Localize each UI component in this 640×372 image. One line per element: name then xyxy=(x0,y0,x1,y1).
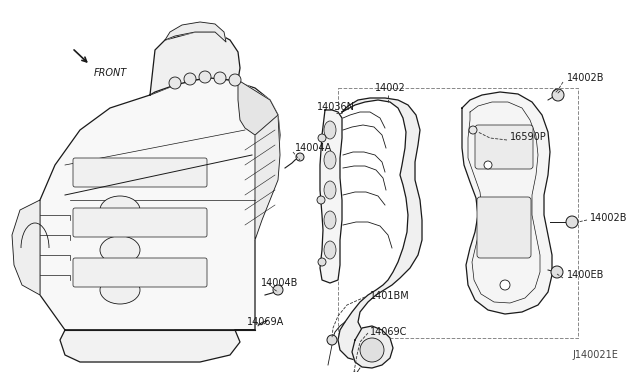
Circle shape xyxy=(484,161,492,169)
Circle shape xyxy=(273,285,283,295)
Text: 14002B: 14002B xyxy=(590,213,627,223)
Ellipse shape xyxy=(100,196,140,224)
Circle shape xyxy=(551,266,563,278)
Polygon shape xyxy=(238,80,278,135)
Polygon shape xyxy=(150,32,240,95)
Circle shape xyxy=(184,73,196,85)
Ellipse shape xyxy=(324,241,336,259)
FancyBboxPatch shape xyxy=(73,158,207,187)
Text: 14069C: 14069C xyxy=(370,327,408,337)
Text: FRONT: FRONT xyxy=(94,68,127,78)
Ellipse shape xyxy=(324,211,336,229)
FancyBboxPatch shape xyxy=(73,208,207,237)
Polygon shape xyxy=(338,98,422,360)
Circle shape xyxy=(360,338,384,362)
Text: 14004A: 14004A xyxy=(295,143,332,153)
Circle shape xyxy=(566,216,578,228)
Circle shape xyxy=(317,196,325,204)
Ellipse shape xyxy=(100,276,140,304)
Polygon shape xyxy=(255,115,280,240)
Polygon shape xyxy=(12,200,40,295)
Text: 14002: 14002 xyxy=(374,83,405,93)
Text: J140021E: J140021E xyxy=(572,350,618,360)
Circle shape xyxy=(318,258,326,266)
Circle shape xyxy=(318,134,326,142)
Polygon shape xyxy=(352,326,393,368)
Circle shape xyxy=(469,126,477,134)
FancyBboxPatch shape xyxy=(475,125,533,169)
Circle shape xyxy=(229,74,241,86)
Circle shape xyxy=(552,89,564,101)
Circle shape xyxy=(296,153,304,161)
Polygon shape xyxy=(462,92,552,314)
Text: 14004B: 14004B xyxy=(261,278,298,288)
Text: 14069A: 14069A xyxy=(247,317,284,327)
Text: 14002B: 14002B xyxy=(567,73,605,83)
Text: 1400EB: 1400EB xyxy=(567,270,604,280)
Circle shape xyxy=(169,77,181,89)
Ellipse shape xyxy=(324,181,336,199)
Circle shape xyxy=(500,280,510,290)
Polygon shape xyxy=(165,22,226,42)
Circle shape xyxy=(214,72,226,84)
Polygon shape xyxy=(40,78,280,330)
FancyBboxPatch shape xyxy=(73,258,207,287)
Circle shape xyxy=(327,335,337,345)
Ellipse shape xyxy=(324,121,336,139)
Ellipse shape xyxy=(100,236,140,264)
FancyBboxPatch shape xyxy=(477,197,531,258)
Text: 1401BM: 1401BM xyxy=(370,291,410,301)
Ellipse shape xyxy=(324,151,336,169)
Polygon shape xyxy=(320,110,342,283)
Bar xyxy=(338,88,578,338)
Text: 14036N: 14036N xyxy=(317,102,355,112)
Polygon shape xyxy=(60,330,255,362)
Text: 16590P: 16590P xyxy=(510,132,547,142)
Circle shape xyxy=(199,71,211,83)
